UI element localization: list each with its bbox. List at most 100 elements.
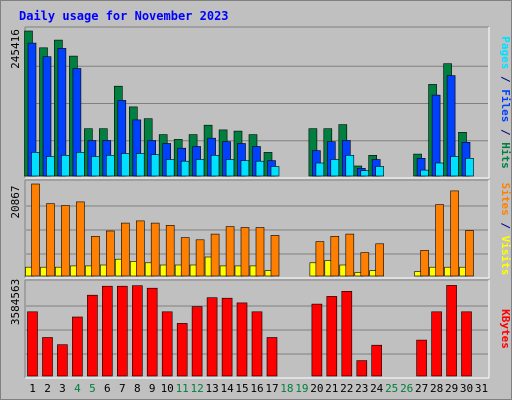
bar-sites-day-7 [121,222,130,277]
bar-kbytes-day-17 [266,337,278,377]
x-tick-label-1: 1 [29,382,36,395]
bar-kbytes-day-20 [311,303,323,377]
x-tick-label-5: 5 [89,382,96,395]
x-tick-label-8: 8 [134,382,141,395]
bar-sites-day-6 [106,230,115,277]
bar-kbytes-day-24 [371,344,383,377]
bar-pages-day-13 [210,155,220,177]
x-tick-label-22: 22 [340,382,353,395]
bar-pages-day-30 [465,158,474,177]
bar-pages-day-8 [136,153,145,177]
bar-pages-day-4 [76,152,85,177]
bar-sites-day-11 [180,237,190,277]
bar-pages-day-14 [225,159,235,177]
bar-kbytes-day-29 [446,285,457,377]
bar-kbytes-day-10 [161,311,173,377]
bar-sites-day-12 [195,239,205,277]
panel-kbytes: 3584563 KBytes [9,279,512,379]
bar-kbytes-day-13 [206,297,218,377]
panel-visits-sites: 20867 Sites / Visits [9,179,512,279]
legend-entry: Pages [499,36,512,69]
bar-pages-day-2 [46,156,55,177]
x-tick-label-17: 17 [265,382,278,395]
bar-sites-day-10 [165,225,175,277]
bar-kbytes-day-8 [132,285,143,377]
bar-kbytes-day-23 [356,360,368,377]
x-tick-label-15: 15 [235,382,248,395]
legend-entry: KBytes [499,309,512,349]
x-tick-label-31: 31 [475,382,488,395]
bar-sites-day-28 [435,204,444,277]
bar-kbytes-day-14 [221,297,233,377]
bar-pages-day-22 [345,155,355,177]
x-tick-label-28: 28 [430,382,443,395]
x-tick-label-16: 16 [250,382,263,395]
bar-pages-day-28 [435,162,444,177]
bar-kbytes-day-12 [191,306,203,377]
x-tick-label-27: 27 [415,382,428,395]
bar-pages-day-17 [270,166,280,177]
x-tick-label-9: 9 [149,382,156,395]
legend-entry: Files [499,89,512,122]
bar-sites-day-5 [91,236,100,277]
x-tick-label-25: 25 [385,382,398,395]
x-tick-label-29: 29 [445,382,458,395]
x-tick-label-21: 21 [325,382,338,395]
bar-pages-day-27 [420,169,429,177]
bar-sites-day-29 [450,190,459,277]
x-tick-label-20: 20 [310,382,323,395]
series-legend: Pages / Files / Hits [499,36,512,169]
bar-kbytes-day-9 [146,287,158,377]
bar-sites-day-23 [360,252,370,277]
bar-kbytes-day-30 [461,311,472,377]
bar-sites-day-15 [240,227,250,277]
bar-sites-day-14 [225,226,235,277]
bar-kbytes-day-3 [57,344,68,377]
bar-sites-day-9 [150,222,160,277]
bar-sites-day-3 [61,205,70,277]
bar-kbytes-day-7 [117,285,128,377]
bar-pages-day-11 [180,160,190,177]
legend-entry: / [499,69,512,89]
x-tick-label-11: 11 [176,382,189,395]
x-tick-label-2: 2 [44,382,51,395]
y-max-label: 245416 [9,29,22,69]
x-tick-label-19: 19 [295,382,308,395]
bar-pages-day-12 [195,159,205,177]
bar-pages-day-21 [330,159,340,177]
bar-kbytes-day-1 [27,311,38,377]
bar-pages-day-1 [31,152,40,177]
series-legend: Sites / Visits [499,183,512,276]
bar-pages-day-7 [121,153,130,177]
bar-sites-day-8 [136,220,145,277]
x-tick-label-18: 18 [280,382,293,395]
bar-kbytes-day-16 [251,311,263,377]
bar-sites-day-13 [210,233,220,277]
y-max-label: 20867 [9,185,22,218]
legend-entry: Sites [499,183,512,216]
x-tick-label-24: 24 [370,382,384,395]
legend-entry: Visits [499,236,512,276]
x-tick-label-3: 3 [59,382,66,395]
legend-entry: Hits [499,142,512,169]
bar-pages-day-9 [150,154,160,177]
bar-kbytes-day-11 [176,323,188,377]
x-axis-labels: 1 2 3 4 5 6 7 8 9 10 11 12 13 14 15 16 17 18 19 20 21 22 23 24 2… [29,382,488,395]
bar-kbytes-day-15 [236,302,248,377]
bar-pages-day-3 [61,155,70,177]
bar-sites-day-21 [330,236,340,277]
bar-pages-day-23 [360,170,370,177]
bar-kbytes-day-5 [87,294,98,377]
bar-sites-day-27 [420,250,429,277]
legend-entry: / [499,216,512,236]
bar-pages-day-20 [315,162,325,177]
bar-sites-day-17 [270,235,280,277]
bar-pages-day-6 [106,155,115,177]
bar-kbytes-day-2 [42,337,53,377]
bar-pages-day-16 [255,160,265,177]
bar-sites-day-22 [345,233,355,277]
x-tick-label-6: 6 [104,382,111,395]
x-tick-label-30: 30 [460,382,473,395]
